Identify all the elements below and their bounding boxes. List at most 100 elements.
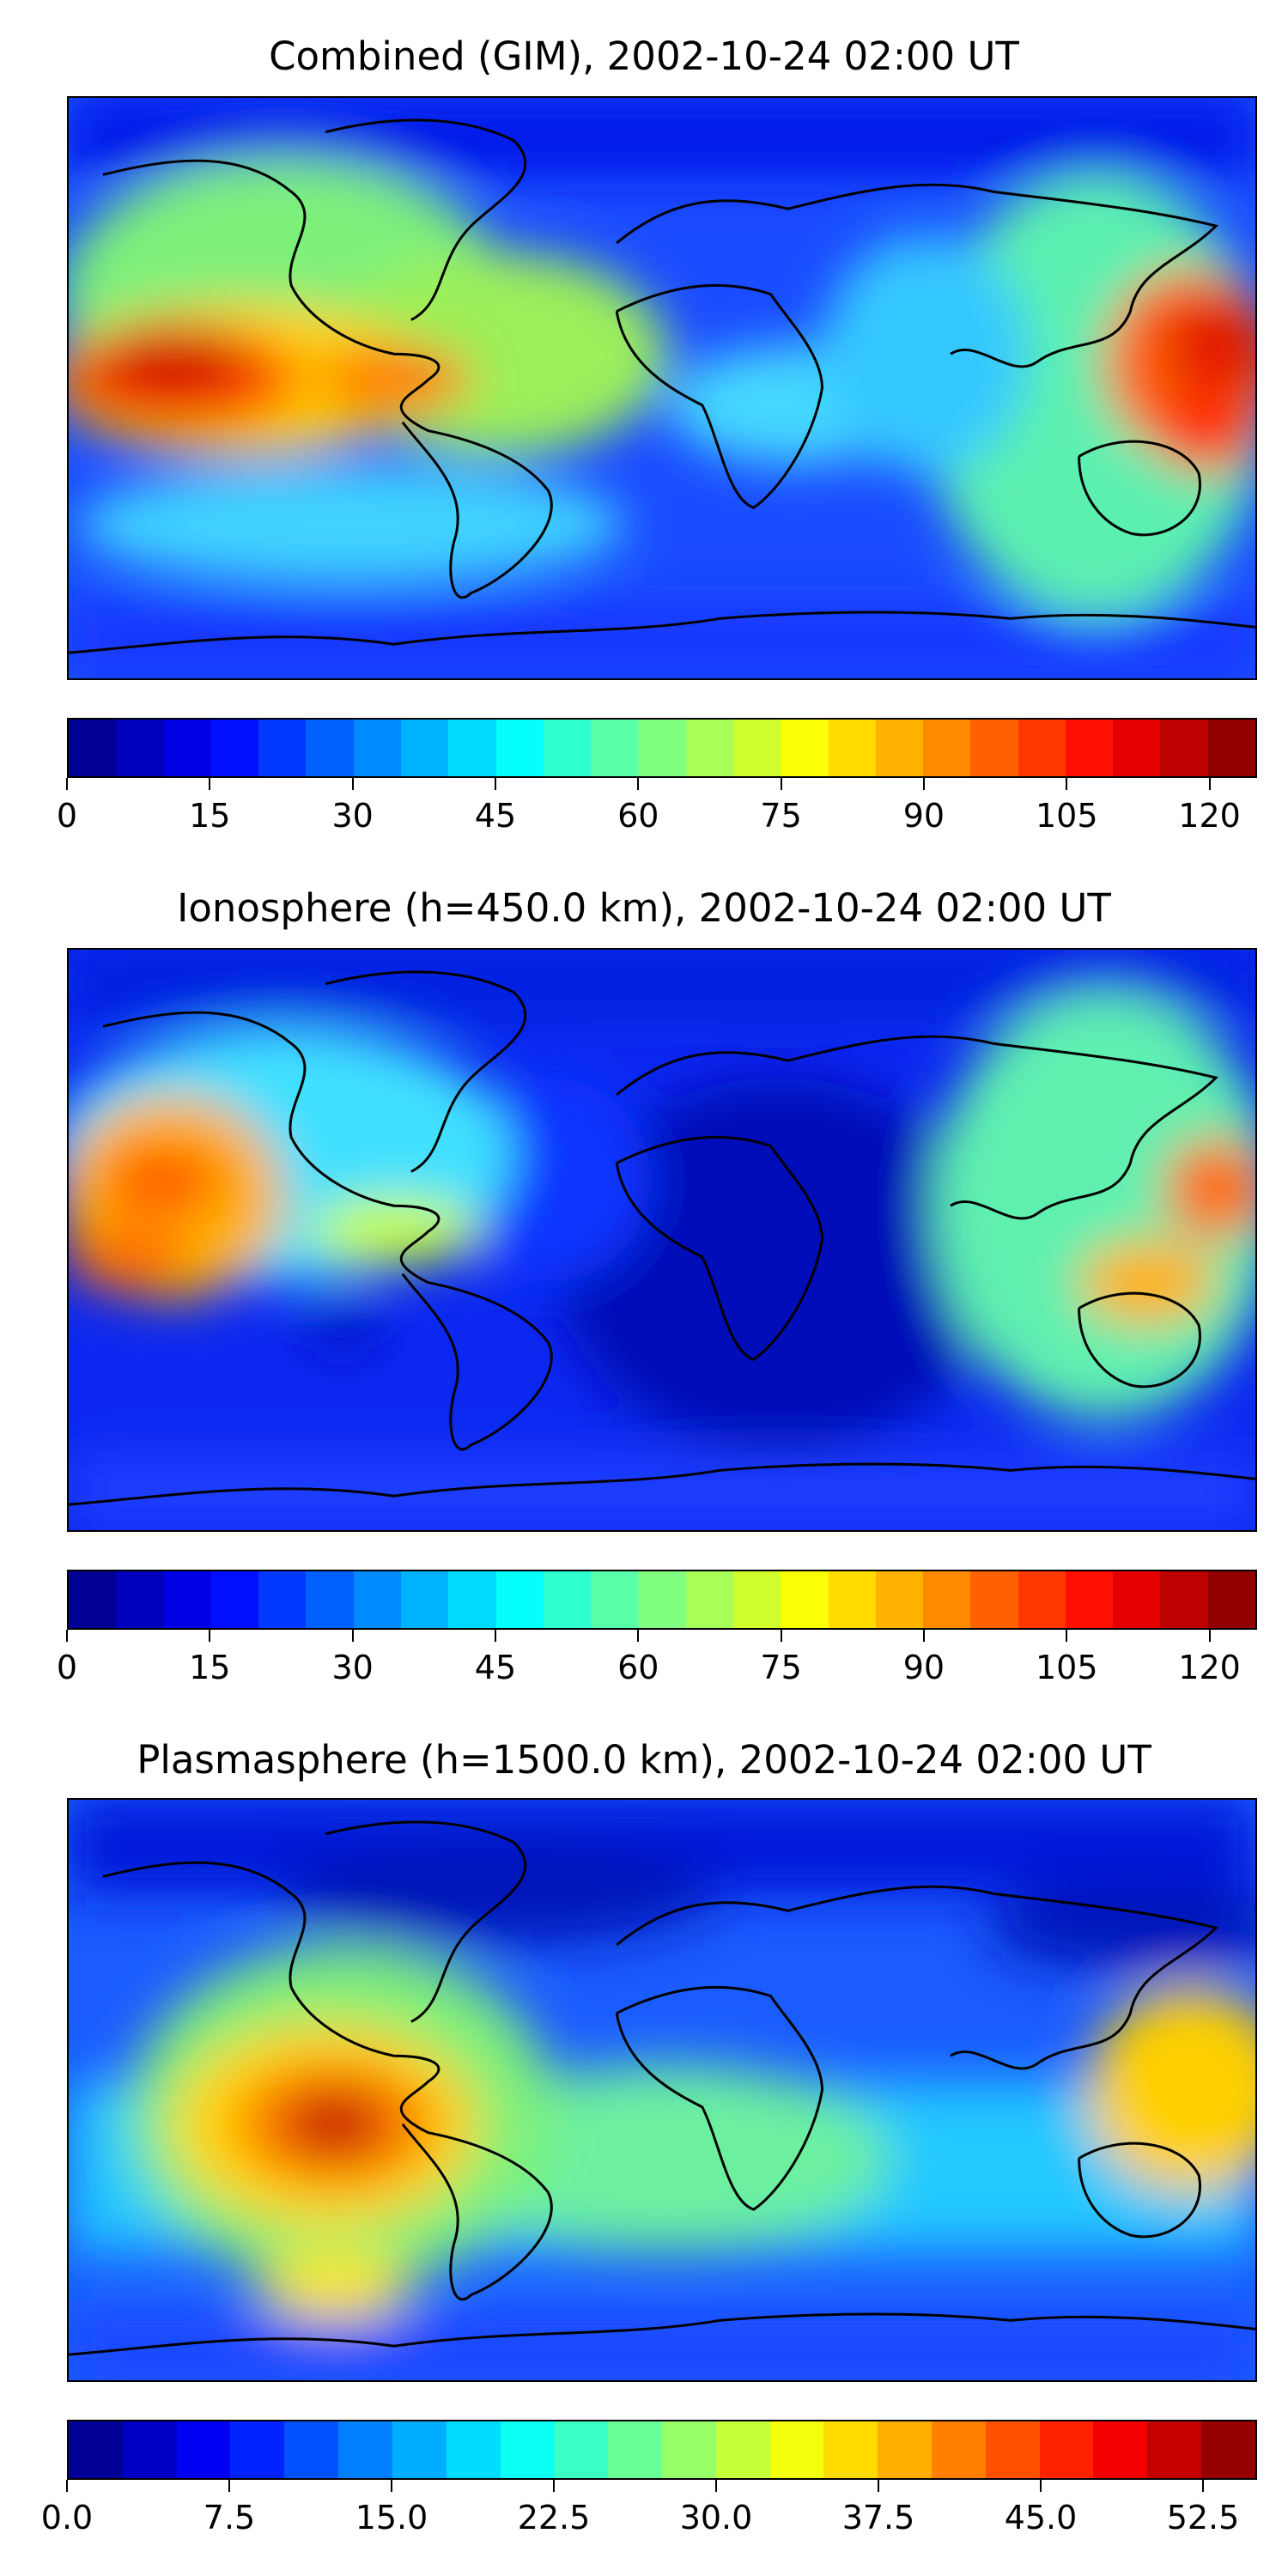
colorbar-segment [1039,2421,1094,2478]
colorbar-tick-label: 15.0 [355,2499,428,2537]
colorbar-ticks-ionosphere: 0 15 30 45 60 75 90 105 120 [57,1630,1257,1686]
colorbar-segment [306,720,354,776]
colorbar-tick [351,1630,354,1642]
coastlines [69,118,1255,654]
colorbar-tick-label: 75 [760,797,802,835]
colorbar-segment [163,720,211,776]
colorbar-segment [448,720,496,776]
colorbar-tick [780,778,782,790]
colorbar-segment [210,720,259,776]
colorbar-segment [353,1571,401,1628]
map-ionosphere [67,948,1257,1532]
colorbar-segment [69,2421,123,2478]
colorbar-plasmasphere [67,2420,1257,2480]
colorbar-tick-label: 37.5 [841,2499,915,2537]
colorbar-segment [715,2421,770,2478]
colorbar-segment [591,720,639,776]
colorbar-segment [495,720,544,776]
colorbar-ticks-combined: 0 15 30 45 60 75 90 105 120 [57,778,1257,835]
colorbar-segment [923,720,971,776]
colorbar-tick-label: 22.5 [517,2499,591,2537]
colorbar-tick-label: 15 [189,1649,231,1686]
colorbar-segment [875,1571,924,1628]
colorbar-tick-label: 15 [189,797,231,835]
colorbar-tick [391,2480,392,2492]
colorbar-segment [284,2421,339,2478]
colorbar-tick-label: 90 [902,797,945,835]
colorbar-tick-label: 105 [1035,797,1098,835]
colorbar-tick [637,778,640,790]
colorbar-tick [66,1630,68,1642]
colorbar-tick [922,1630,925,1642]
colorbar-segment [875,720,924,776]
colorbar-tick-label: 52.5 [1166,2499,1240,2537]
colorbar-tick [209,778,211,790]
colorbar-tick [1208,778,1211,790]
colorbar-segment [500,2421,555,2478]
colorbar-segment [116,720,164,776]
colorbar-tick [1066,1630,1068,1642]
colorbar-segment [306,1571,354,1628]
colorbar-segment [69,1571,117,1628]
colorbar-segment [1207,720,1256,776]
colorbar-segment [258,720,307,776]
colorbar-tick-label: 45 [474,1649,517,1686]
colorbar-tick-label: 75 [760,1649,802,1686]
colorbar-segment [1207,1571,1256,1628]
colorbar-segment [1065,1571,1114,1628]
colorbar-segment [554,2421,609,2478]
colorbar-tick-label: 0 [56,797,78,835]
colorbar-segment [543,720,592,776]
colorbar-tick [637,1630,640,1642]
colorbar-ionosphere [67,1570,1257,1630]
colorbar-tick [1208,1630,1211,1642]
colorbar-segment [685,1571,733,1628]
colorbar-tick-label: 60 [617,1649,659,1686]
colorbar-tick [494,1630,496,1642]
tec-map-plasmasphere [69,1800,1255,2380]
colorbar-segment [1113,720,1161,776]
colorbar-segment [116,1571,164,1628]
colorbar-segment [1018,1571,1066,1628]
coastlines [69,970,1255,1506]
colorbar-segment [1113,1571,1161,1628]
colorbar-tick [1040,2480,1042,2492]
colorbar-tick [878,2480,879,2492]
colorbar-segment [878,2421,932,2478]
colorbar-segment [970,720,1018,776]
colorbar-tick-label: 45 [474,797,517,835]
colorbar-tick [715,2480,717,2492]
colorbar-segment [985,2421,1040,2478]
colorbar-segment [608,2421,662,2478]
colorbar-segment [400,720,449,776]
colorbar-tick-label: 30.0 [679,2499,753,2537]
colorbar-combined [67,718,1257,778]
tec-map-combined [69,98,1255,678]
colorbar-segment [1160,1571,1208,1628]
colorbar-segment [732,720,781,776]
colorbar-segment [338,2421,392,2478]
colorbar-segment [638,720,686,776]
colorbar-tick [1066,778,1068,790]
colorbar-tick-label: 0 [56,1649,78,1686]
colorbar-segment [163,1571,211,1628]
colorbar-segment [400,1571,449,1628]
colorbar-tick [1202,2480,1204,2492]
colorbar-segment [543,1571,592,1628]
colorbar-segment [1093,2421,1148,2478]
colorbar-tick-label: 30 [331,797,374,835]
colorbar-segment [638,1571,686,1628]
colorbar-segment [732,1571,781,1628]
colorbar-tick-label: 0.0 [40,2499,94,2537]
colorbar-segment [1147,2421,1202,2478]
colorbar-segment [970,1571,1018,1628]
colorbar-segment [923,1571,971,1628]
colorbar-segment [1160,720,1208,776]
panel-title-plasmasphere: Plasmasphere (h=1500.0 km), 2002-10-24 0… [137,1737,1151,1783]
panel-title-combined: Combined (GIM), 2002-10-24 02:00 UT [269,33,1019,79]
colorbar-tick-label: 120 [1178,1649,1241,1686]
colorbar-segment [828,720,876,776]
colorbar-segment [781,1571,829,1628]
colorbar-tick [553,2480,555,2492]
colorbar-tick [351,778,354,790]
